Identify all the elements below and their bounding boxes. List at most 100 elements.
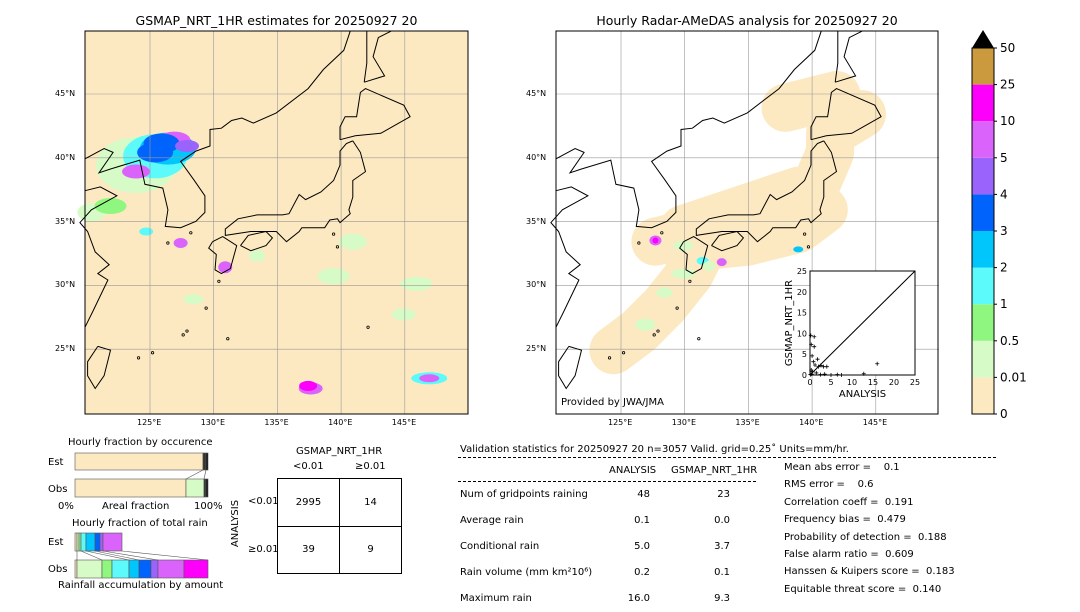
precip-cell	[317, 268, 350, 285]
score-line: Mean abs error = 0.1	[784, 462, 900, 473]
precip-cell	[652, 237, 659, 244]
island	[660, 231, 664, 235]
fraction-segment	[128, 559, 140, 579]
score-line: Equitable threat score = 0.140	[784, 583, 942, 595]
coastline-kyu	[208, 236, 238, 275]
fraction-segment	[185, 478, 205, 498]
lat-tick: 25°N	[55, 344, 76, 354]
cell-false-alarm: 14	[364, 497, 377, 508]
scatter-point	[839, 373, 844, 377]
map-frame	[84, 30, 469, 415]
coastline-kyu	[679, 236, 709, 275]
fraction-segment	[150, 559, 159, 579]
fraction-segment	[85, 532, 96, 552]
colorbar-tick: 2	[1000, 261, 1008, 275]
island	[656, 329, 660, 333]
fraction-segment	[78, 532, 82, 552]
scatter-point	[810, 369, 815, 374]
fraction-segment	[74, 559, 78, 579]
precip-cell	[793, 246, 804, 253]
obs-label: Obs	[48, 484, 68, 495]
scatter-point	[812, 334, 817, 339]
lon-tick: 130°E	[671, 418, 697, 427]
lon-tick: 140°E	[328, 418, 353, 427]
coastline-hon	[695, 140, 838, 243]
lon-tick: 130°E	[200, 418, 226, 427]
colorbar-segment	[972, 304, 994, 341]
colorbar-tick: 5	[1000, 151, 1008, 165]
colorbar-tick: 0.5	[1000, 334, 1019, 348]
est-label: Est	[48, 457, 64, 468]
island	[185, 329, 189, 333]
gsmap-map	[77, 30, 469, 415]
scatter-point	[818, 363, 823, 368]
total-rain-title: Hourly fraction of total rain	[72, 518, 208, 529]
stat-analysis: 0.2	[634, 567, 650, 578]
scatter-point	[821, 364, 826, 369]
scatter-x-tick: 20	[889, 378, 899, 387]
island	[697, 337, 701, 341]
scatter-x-tick: 15	[868, 378, 878, 387]
coastline-hok	[339, 88, 411, 141]
fraction-bars	[74, 452, 209, 579]
fraction-segment	[205, 478, 209, 498]
right-map-title: Hourly Radar-AMeDAS analysis for 2025092…	[596, 13, 898, 28]
scatter-x-tick: 10	[847, 378, 857, 387]
stat-label: Num of gridpoints raining	[460, 489, 588, 500]
island	[150, 351, 155, 355]
coastline-sakh2	[363, 31, 368, 83]
colorbar-tick: 1	[1000, 297, 1008, 311]
scatter-y-tick: 5	[802, 350, 807, 359]
fraction-segment	[76, 532, 80, 552]
lat-tick: 25°N	[526, 344, 547, 354]
stat-gsmap: 9.3	[714, 593, 730, 604]
stats-header: Validation statistics for 20250927 20 n=…	[460, 444, 849, 455]
stat-label: Maximum rain	[460, 593, 532, 604]
accum-label: Rainfall accumulation by amount	[58, 580, 224, 591]
island	[637, 241, 641, 245]
col-gsmap: GSMAP_NRT_1HR	[671, 465, 758, 476]
cell-hits-none: 2995	[295, 497, 322, 508]
colorbar-tick: 3	[1000, 224, 1008, 238]
scatter-x-tick: 0	[807, 378, 812, 387]
scatter-point	[875, 361, 880, 366]
colorbar-tick: 25	[1000, 78, 1015, 92]
colorbar-segment	[972, 340, 994, 378]
fraction-segment	[102, 532, 123, 552]
scatter-point	[861, 371, 866, 376]
colorbar-tick: 4	[1000, 187, 1008, 201]
lon-tick: 125°E	[137, 418, 162, 427]
scatter-y-tick: 15	[797, 309, 807, 318]
score-line: Correlation coeff = 0.191	[784, 496, 914, 508]
fraction-segment	[138, 559, 152, 579]
scatter-point	[816, 364, 821, 369]
credit-text: Provided by JWA/JMA	[561, 397, 664, 408]
scatter-point	[824, 364, 829, 369]
radar-coverage	[659, 185, 848, 273]
stat-label: Rain volume (mm km²10⁶)	[460, 567, 593, 578]
col-ge: ≥0.01	[355, 461, 386, 472]
coastline-tai	[558, 345, 583, 390]
lon-tick: 145°E	[862, 418, 888, 427]
row-lt: <0.01	[248, 496, 279, 507]
fraction-segment	[203, 478, 207, 498]
fraction-segment	[94, 532, 101, 552]
lon-tick: 125°E	[608, 418, 633, 427]
score-line: RMS error = 0.6	[784, 479, 874, 491]
stat-analysis: 48	[637, 489, 650, 500]
fraction-segment	[111, 559, 130, 579]
radar-coverage	[761, 71, 861, 132]
contingency-title: GSMAP_NRT_1HR	[296, 446, 383, 457]
coastline-bohai	[84, 31, 351, 229]
obs-label-2: Obs	[48, 564, 68, 575]
precip-cell	[183, 294, 204, 305]
scatter-y-tick: 25	[797, 267, 807, 276]
island	[181, 333, 185, 337]
stat-label: Average rain	[460, 515, 524, 526]
cell-hit: 9	[367, 544, 374, 555]
colorbar-segment	[972, 121, 994, 158]
coastline-sakh2	[834, 31, 839, 83]
score-line: Hanssen & Kuipers score = 0.183	[784, 566, 955, 578]
map-frame	[555, 30, 939, 415]
precip-cell	[143, 133, 180, 154]
